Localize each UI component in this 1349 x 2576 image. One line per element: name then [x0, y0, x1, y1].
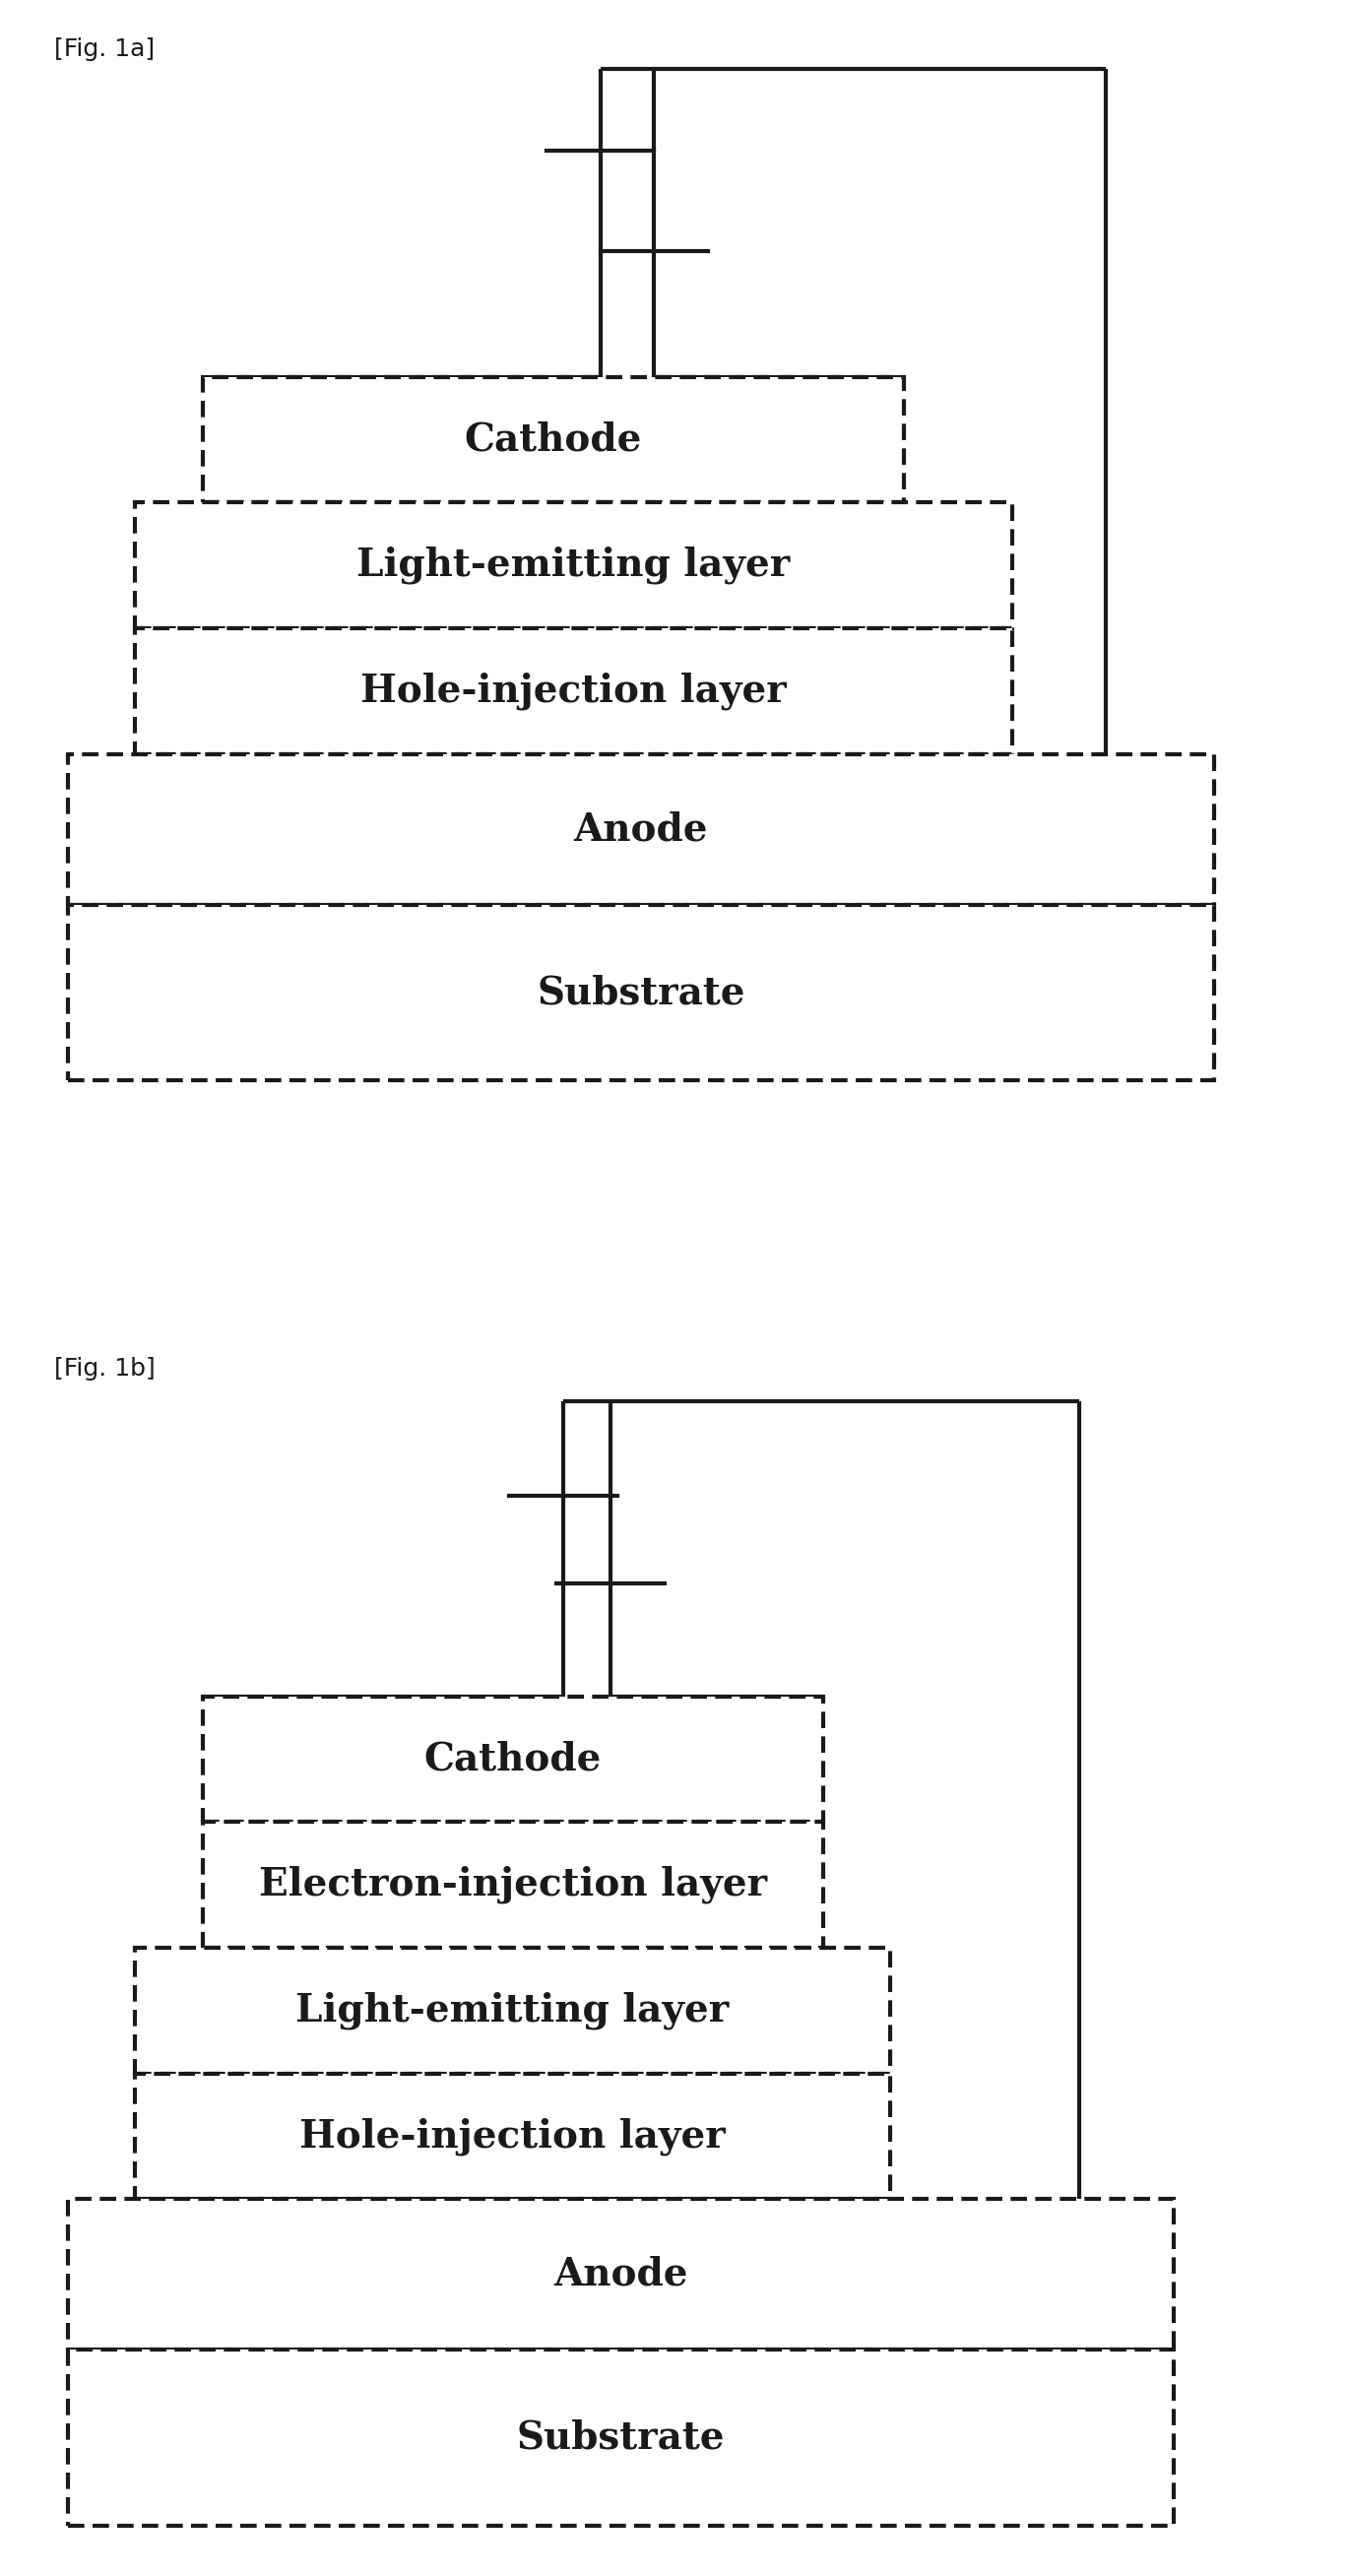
- Text: Cathode: Cathode: [464, 420, 642, 459]
- Bar: [202, 376, 904, 502]
- Bar: [135, 502, 1012, 629]
- Bar: [67, 2349, 1174, 2524]
- Text: [Fig. 1a]: [Fig. 1a]: [54, 39, 155, 62]
- Text: Hole-injection layer: Hole-injection layer: [299, 2117, 726, 2156]
- Text: [Fig. 1b]: [Fig. 1b]: [54, 1358, 155, 1381]
- Text: Anode: Anode: [573, 811, 708, 848]
- Bar: [202, 1821, 823, 1947]
- Text: Electron-injection layer: Electron-injection layer: [259, 1865, 766, 1904]
- Text: Hole-injection layer: Hole-injection layer: [360, 672, 786, 711]
- Bar: [202, 1698, 823, 1821]
- Bar: [67, 2200, 1174, 2349]
- Text: Anode: Anode: [553, 2257, 688, 2293]
- Text: Light-emitting layer: Light-emitting layer: [356, 546, 791, 585]
- Text: Substrate: Substrate: [537, 974, 745, 1012]
- Text: Substrate: Substrate: [517, 2419, 724, 2458]
- Bar: [67, 904, 1214, 1082]
- Bar: [135, 1947, 890, 2074]
- Text: Light-emitting layer: Light-emitting layer: [295, 1991, 730, 2030]
- Bar: [135, 629, 1012, 755]
- Bar: [67, 755, 1214, 904]
- Text: Cathode: Cathode: [424, 1741, 602, 1777]
- Bar: [135, 2074, 890, 2200]
